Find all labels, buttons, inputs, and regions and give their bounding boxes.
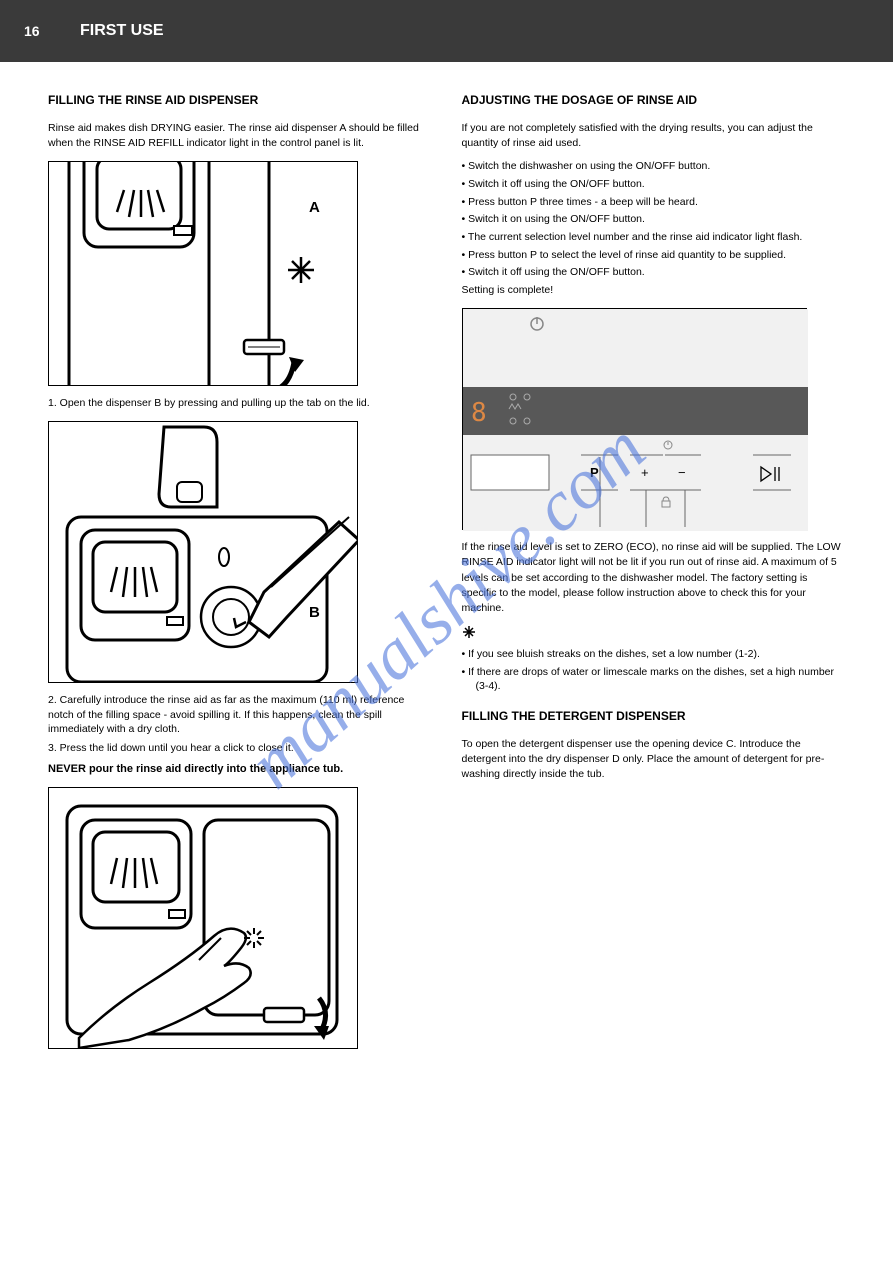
header-title: FIRST USE bbox=[80, 20, 164, 42]
pouring-svg: B bbox=[49, 422, 358, 683]
btn-p-label: P bbox=[590, 465, 599, 480]
bullet-1: • Switch the dishwasher on using the ON/… bbox=[462, 159, 846, 174]
body-text: Rinse aid makes dish DRYING easier. The … bbox=[48, 121, 432, 151]
body-text-detergent: To open the detergent dispenser use the … bbox=[462, 737, 846, 783]
step-2: 2. Carefully introduce the rinse aid as … bbox=[48, 693, 432, 737]
asterisk-icon bbox=[462, 625, 476, 639]
right-column: ADJUSTING THE DOSAGE OF RINSE AID If you… bbox=[462, 92, 846, 1059]
bullet-6: • Press button P to select the level of … bbox=[462, 248, 846, 263]
closing-svg bbox=[49, 788, 358, 1049]
figure-closing bbox=[48, 787, 358, 1049]
note-2: • If there are drops of water or limesca… bbox=[462, 665, 846, 694]
asterisk-line bbox=[462, 624, 846, 639]
bullet-3: • Press button P three times - a beep wi… bbox=[462, 195, 846, 210]
label-b: B bbox=[309, 604, 320, 621]
section-title-dosage: ADJUSTING THE DOSAGE OF RINSE AID bbox=[462, 92, 846, 109]
bullet-7: • Switch it off using the ON/OFF button. bbox=[462, 265, 846, 280]
content-area: FILLING THE RINSE AID DISPENSER Rinse ai… bbox=[0, 62, 893, 1089]
bullet-2: • Switch it off using the ON/OFF button. bbox=[462, 177, 846, 192]
panel-svg: 8 P + bbox=[463, 309, 808, 531]
step-1: 1. Open the dispenser B by pressing and … bbox=[48, 396, 432, 411]
bullet-4: • Switch it on using the ON/OFF button. bbox=[462, 212, 846, 227]
page-number: 16 bbox=[24, 22, 40, 42]
note-1: • If you see bluish streaks on the dishe… bbox=[462, 647, 846, 662]
body-text-2: If the rinse aid level is set to ZERO (E… bbox=[462, 540, 846, 616]
svg-text:8: 8 bbox=[471, 398, 487, 428]
section-title-rinse-aid: FILLING THE RINSE AID DISPENSER bbox=[48, 92, 432, 109]
label-a: A bbox=[309, 199, 320, 216]
figure-pouring: B bbox=[48, 421, 358, 683]
section-title-detergent: FILLING THE DETERGENT DISPENSER bbox=[462, 708, 846, 725]
header-bar: 16 FIRST USE bbox=[0, 0, 893, 62]
body-text-dosage: If you are not completely satisfied with… bbox=[462, 121, 846, 151]
figure-dispenser-a: A bbox=[48, 161, 358, 386]
figure-control-panel: 8 P + bbox=[462, 308, 807, 530]
warning-text: NEVER pour the rinse aid directly into t… bbox=[48, 762, 432, 777]
bullet-5: • The current selection level number and… bbox=[462, 230, 846, 245]
step-3: 3. Press the lid down until you hear a c… bbox=[48, 741, 432, 756]
closing-text: Setting is complete! bbox=[462, 283, 846, 298]
left-column: FILLING THE RINSE AID DISPENSER Rinse ai… bbox=[48, 92, 432, 1059]
btn-minus-label: − bbox=[678, 465, 686, 480]
btn-plus-label: + bbox=[641, 465, 649, 480]
dispenser-svg-1: A bbox=[49, 162, 358, 386]
